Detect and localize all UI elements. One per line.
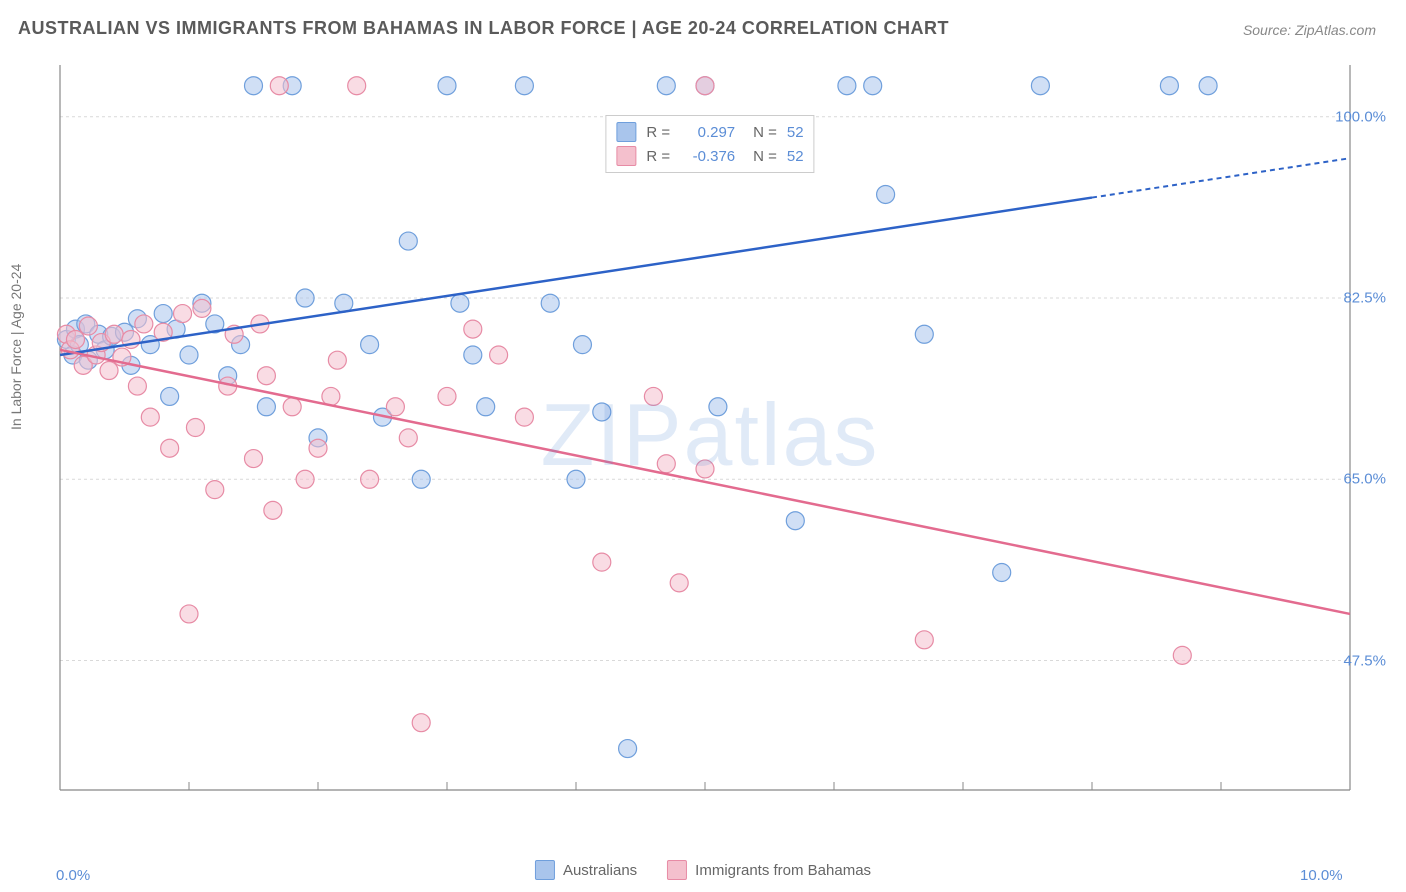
series-legend: Australians Immigrants from Bahamas (535, 860, 871, 880)
x-tick-label: 0.0% (56, 867, 90, 884)
correlation-row: R = 0.297 N = 52 (616, 120, 803, 144)
y-axis-label: In Labor Force | Age 20-24 (8, 264, 24, 430)
n-label: N = (753, 148, 777, 165)
n-value: 52 (787, 148, 804, 165)
y-tick-label: 47.5% (1343, 652, 1386, 669)
legend-label: Immigrants from Bahamas (695, 862, 871, 879)
n-value: 52 (787, 124, 804, 141)
source-attribution: Source: ZipAtlas.com (1243, 22, 1376, 38)
x-tick-label: 10.0% (1300, 867, 1343, 884)
legend-swatch (535, 860, 555, 880)
chart-plot-area: ZIPatlas R =0.297N =52R =-0.376N =52 (50, 55, 1370, 815)
chart-title: AUSTRALIAN VS IMMIGRANTS FROM BAHAMAS IN… (18, 18, 949, 39)
y-tick-label: 65.0% (1343, 471, 1386, 488)
correlation-legend: R = 0.297 N = 52 R = -0.376 N = 52 (605, 115, 814, 173)
legend-label: Australians (563, 862, 637, 879)
legend-swatch (616, 122, 636, 142)
n-label: N = (753, 124, 777, 141)
legend-swatch (616, 146, 636, 166)
y-tick-label: 82.5% (1343, 290, 1386, 307)
legend-item: Australians (535, 860, 637, 880)
y-tick-label: 100.0% (1335, 108, 1386, 125)
r-value: 0.297 (680, 124, 735, 141)
r-label: R = (646, 124, 670, 141)
legend-item: Immigrants from Bahamas (667, 860, 871, 880)
legend-swatch (667, 860, 687, 880)
correlation-row: R = -0.376 N = 52 (616, 144, 803, 168)
r-label: R = (646, 148, 670, 165)
r-value: -0.376 (680, 148, 735, 165)
